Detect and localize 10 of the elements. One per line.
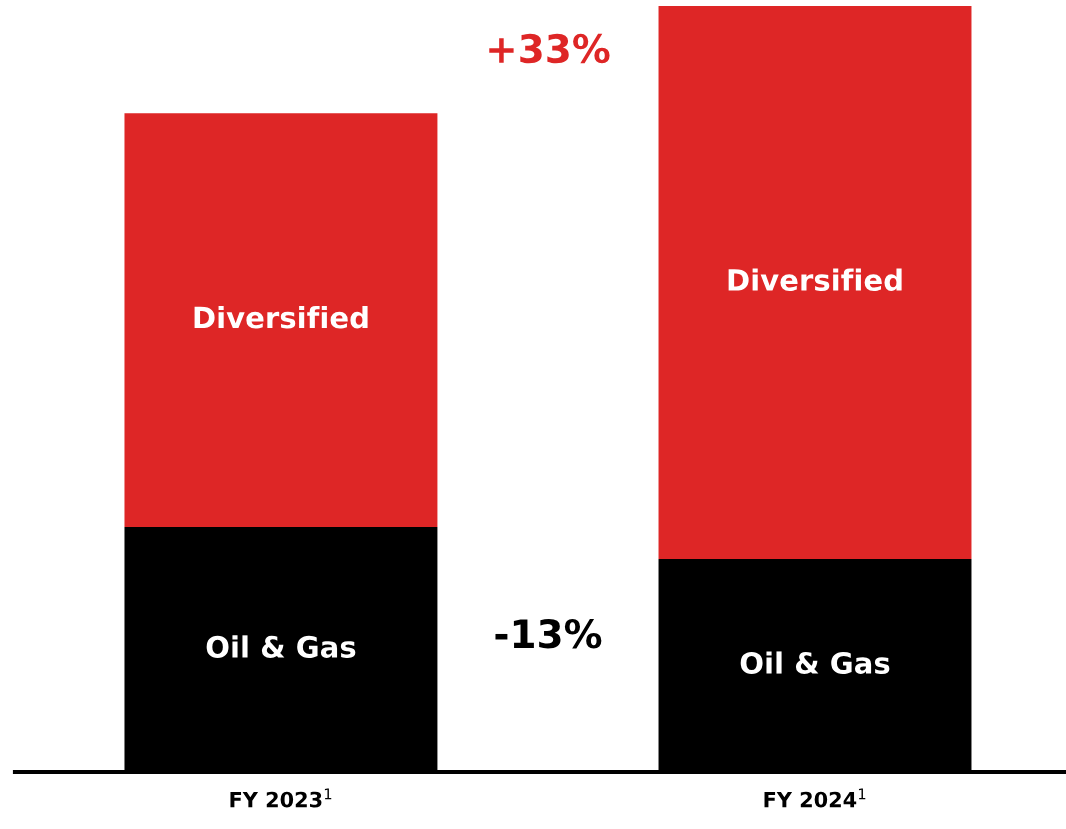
bar (658, 6, 972, 560)
text: Oil & Gas (740, 651, 890, 674)
text: Diversified (728, 268, 902, 291)
series-label: Oil & Gas (206, 635, 356, 658)
annotation: -13% (495, 619, 602, 649)
bar (124, 113, 438, 527)
series-label: Diversified (194, 305, 368, 329)
x-tick-label: FY 2023$^{1}$ (230, 788, 332, 808)
annotation: +33% (489, 33, 610, 64)
x-tick-label: FY 2024$^{1}$ (764, 788, 866, 808)
